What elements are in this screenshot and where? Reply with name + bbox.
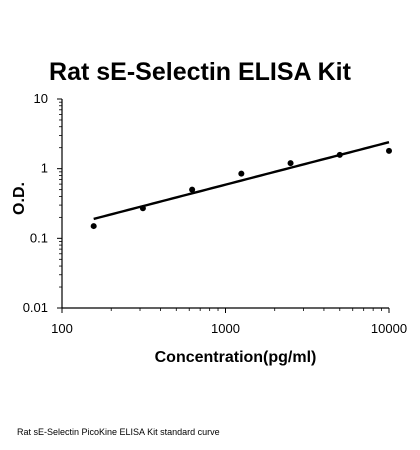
data-point bbox=[139, 205, 146, 212]
data-point bbox=[238, 170, 245, 177]
figure-caption: Rat sE-Selectin PicoKine ELISA Kit stand… bbox=[17, 427, 220, 437]
x-tick-label: 1000 bbox=[211, 321, 240, 336]
x-tick-label: 10000 bbox=[371, 321, 407, 336]
y-axis-title: O.D. bbox=[11, 182, 28, 215]
data-points-group bbox=[90, 147, 392, 230]
data-point bbox=[287, 160, 294, 167]
y-tick-label: 10 bbox=[34, 91, 48, 106]
fit-curve bbox=[93, 141, 390, 221]
data-point bbox=[386, 147, 392, 154]
axes bbox=[61, 99, 389, 309]
x-tick-label: 100 bbox=[51, 321, 73, 336]
data-point bbox=[189, 186, 196, 193]
axis-ticks bbox=[57, 98, 390, 313]
y-tick-label: 0.01 bbox=[23, 300, 48, 315]
y-tick-label: 1 bbox=[41, 161, 48, 176]
y-tick-label: 0.1 bbox=[30, 230, 48, 245]
fit-curve-group bbox=[93, 141, 390, 221]
chart-title: Rat sE-Selectin ELISA Kit bbox=[49, 58, 351, 86]
data-point bbox=[90, 223, 97, 230]
tick-labels: 0.01 0.1 1 10 100 1000 10000 bbox=[23, 91, 407, 336]
x-axis-title: Concentration(pg/ml) bbox=[155, 349, 317, 366]
data-point bbox=[336, 151, 343, 158]
